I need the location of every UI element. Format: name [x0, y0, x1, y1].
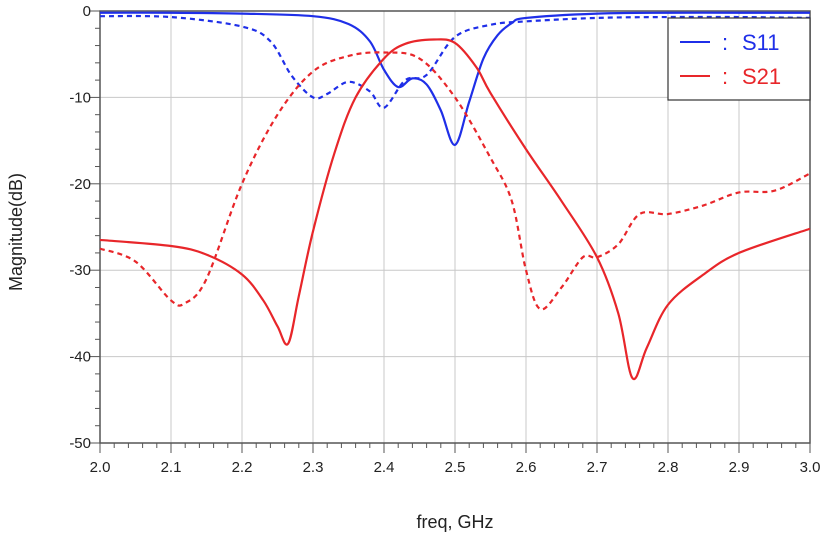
x-tick-label: 2.6 [516, 459, 537, 476]
x-tick-label: 2.1 [161, 459, 182, 476]
y-tick-label: -20 [69, 176, 91, 193]
x-tick-label: 2.7 [587, 459, 608, 476]
series-group [99, 11, 811, 381]
legend-colon: : [722, 30, 728, 55]
legend-label-s21: S21 [742, 64, 781, 89]
x-tick-label: 2.5 [445, 459, 466, 476]
series-s11-solid [99, 11, 810, 147]
x-tick-label: 2.9 [729, 459, 750, 476]
y-tick-label: -40 [69, 349, 91, 366]
series-blue-dashed [99, 14, 811, 109]
series-s21-solid [99, 38, 811, 381]
legend-colon: : [722, 64, 728, 89]
legend-box [667, 17, 811, 101]
y-tick-labels: 0 -10 -20 -30 -40 -50 [69, 3, 91, 452]
x-tick-label: 2.8 [658, 459, 679, 476]
x-tick-label: 2.4 [374, 459, 395, 476]
legend: S11 : S21 : [667, 17, 811, 101]
x-tick-label: 3.0 [800, 459, 821, 476]
x-tick-label: 2.0 [90, 459, 111, 476]
y-tick-label: 0 [83, 3, 91, 20]
y-tick-label: -50 [69, 435, 91, 452]
x-tick-label: 2.3 [303, 459, 324, 476]
series-red-dashed [99, 51, 811, 311]
y-axis-title: Magnitude(dB) [6, 173, 26, 291]
x-axis-title: freq, GHz [416, 512, 493, 532]
legend-label-s11: S11 [742, 30, 780, 55]
x-tick-label: 2.2 [232, 459, 253, 476]
y-tick-label: -10 [69, 89, 91, 106]
plot-area-frame [99, 10, 811, 444]
x-tick-labels: 2.0 2.1 2.2 2.3 2.4 2.5 2.6 2.7 2.8 2.9 3.0 [90, 459, 821, 476]
y-tick-label: -30 [69, 262, 91, 279]
axis-ticks [90, 10, 811, 453]
